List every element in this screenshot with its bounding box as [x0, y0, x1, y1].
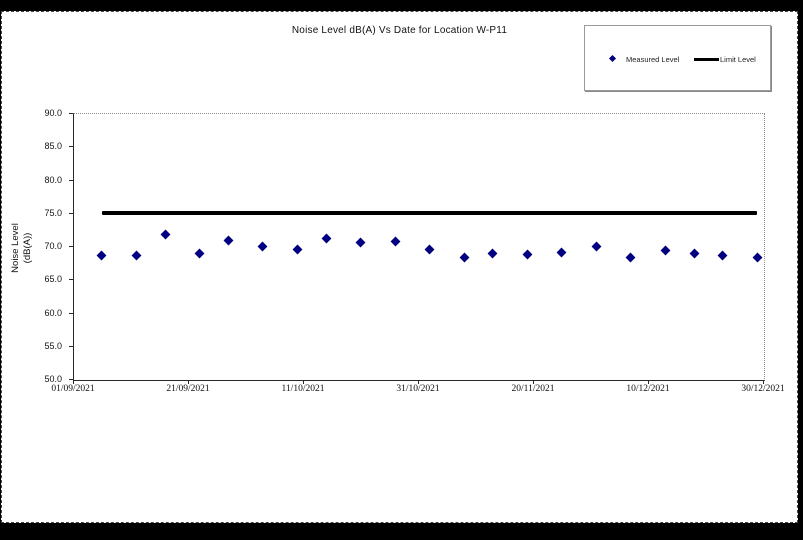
y-tick-mark: [69, 345, 73, 347]
y-tick-label: 60.0: [44, 307, 62, 318]
x-tick-label: 31/10/2021: [396, 384, 440, 394]
x-tick-label: 30/12/2021: [741, 384, 785, 394]
y-tick-mark: [69, 212, 73, 214]
legend-measured-label: Measured Level: [626, 55, 680, 64]
x-tick-label: 11/10/2021: [281, 384, 325, 394]
x-tick-mark: [418, 380, 419, 384]
y-tick-label: 50.0: [44, 374, 62, 384]
x-tick-mark: [648, 380, 649, 384]
legend-limit-label: Limit Level: [720, 55, 756, 64]
x-tick-mark: [73, 380, 74, 384]
chart-title: Noise Level dB(A) Vs Date for Location W…: [291, 25, 508, 36]
y-tick-label: 70.0: [44, 241, 62, 251]
y-tick-label: 55.0: [44, 340, 62, 351]
limit-level-line: [101, 210, 758, 215]
y-tick-label: 65.0: [44, 274, 62, 285]
chart-legend: Measured Level Limit Level: [584, 25, 771, 91]
y-tick-label: 75.0: [44, 207, 62, 218]
y-tick-label: 90.0: [44, 108, 62, 118]
y-tick-mark: [69, 379, 73, 380]
x-tick-mark: [188, 380, 189, 384]
y-tick-mark: [69, 146, 73, 148]
x-tick-mark: [303, 380, 304, 384]
x-tick-label: 01/09/2021: [51, 384, 95, 394]
x-tick-mark: [533, 380, 534, 384]
y-tick-mark: [69, 179, 73, 181]
limit-level-line-icon: [694, 58, 719, 61]
y-tick-mark: [69, 279, 73, 281]
x-tick-label: 10/12/2021: [626, 384, 670, 394]
x-tick-mark: [763, 380, 764, 384]
y-axis-title-line1: Noise Level: [10, 223, 21, 273]
plot-area: [73, 113, 765, 381]
chart-canvas: Noise Level dB(A) Vs Date for Location W…: [1, 11, 798, 523]
measured-level-marker-icon: [608, 54, 617, 63]
y-tick-label: 80.0: [44, 174, 62, 185]
x-tick-label: 21/09/2021: [166, 384, 210, 394]
x-tick-label: 20/11/2021: [511, 384, 555, 394]
y-tick-mark: [69, 246, 73, 247]
y-tick-label: 85.0: [44, 141, 62, 152]
y-tick-mark: [69, 113, 73, 114]
y-tick-mark: [69, 312, 73, 314]
